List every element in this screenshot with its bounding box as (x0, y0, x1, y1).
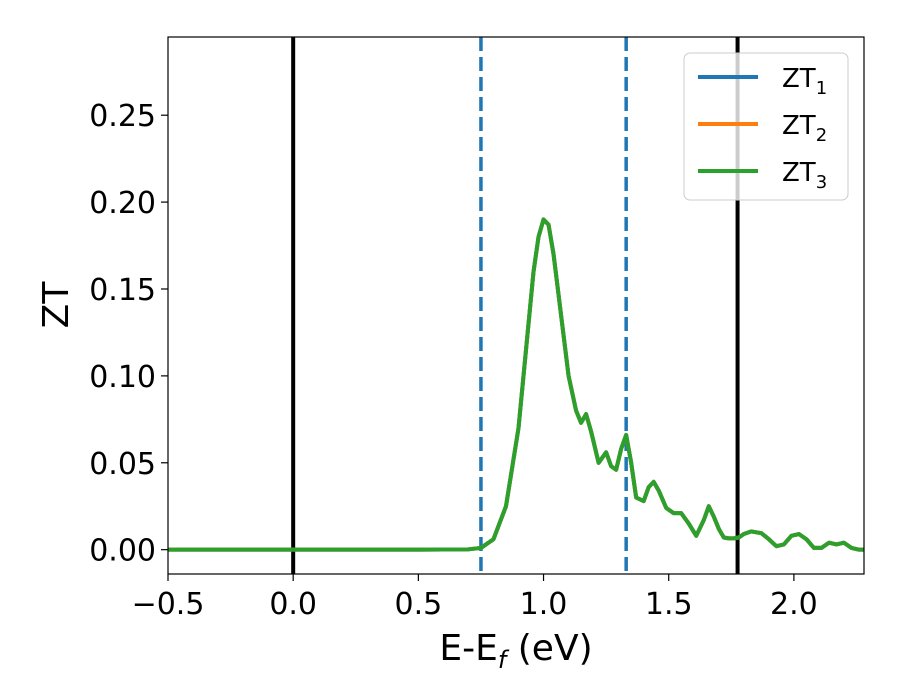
x-axis: −0.5 0.0 0.5 1.0 1.5 2.0 (132, 574, 818, 622)
x-tick-label: 2.0 (770, 587, 818, 622)
y-tick-label: 0.10 (89, 360, 156, 395)
y-tick-label: 0.25 (89, 99, 156, 134)
x-tick-label: −0.5 (132, 587, 205, 622)
x-tick-label: 0.5 (395, 587, 443, 622)
series-line-2 (168, 217, 864, 552)
x-tick-label: 1.0 (520, 587, 568, 622)
plot-frame (167, 36, 865, 575)
y-tick-label: 0.20 (89, 186, 156, 221)
legend-label-2: ZT2 (782, 111, 827, 146)
x-tick-label: 0.0 (269, 587, 317, 622)
legend-label-1: ZT1 (782, 64, 827, 99)
legend: ZT1 ZT2 ZT3 (683, 52, 849, 201)
y-axis-label: ZT (36, 281, 77, 329)
x-tick-label: 1.5 (645, 587, 693, 622)
series-line-3 (168, 217, 864, 552)
x-axis-label: E-Ef (eV) (439, 628, 592, 674)
y-tick-label: 0.15 (89, 273, 156, 308)
legend-label-3: ZT3 (782, 158, 827, 193)
series-line-1 (168, 217, 864, 552)
y-tick-label: 0.05 (89, 447, 156, 482)
legend-box (683, 52, 849, 201)
y-tick-label: 0.00 (89, 534, 156, 569)
y-axis: 0.00 0.05 0.10 0.15 0.20 0.25 (89, 99, 168, 569)
